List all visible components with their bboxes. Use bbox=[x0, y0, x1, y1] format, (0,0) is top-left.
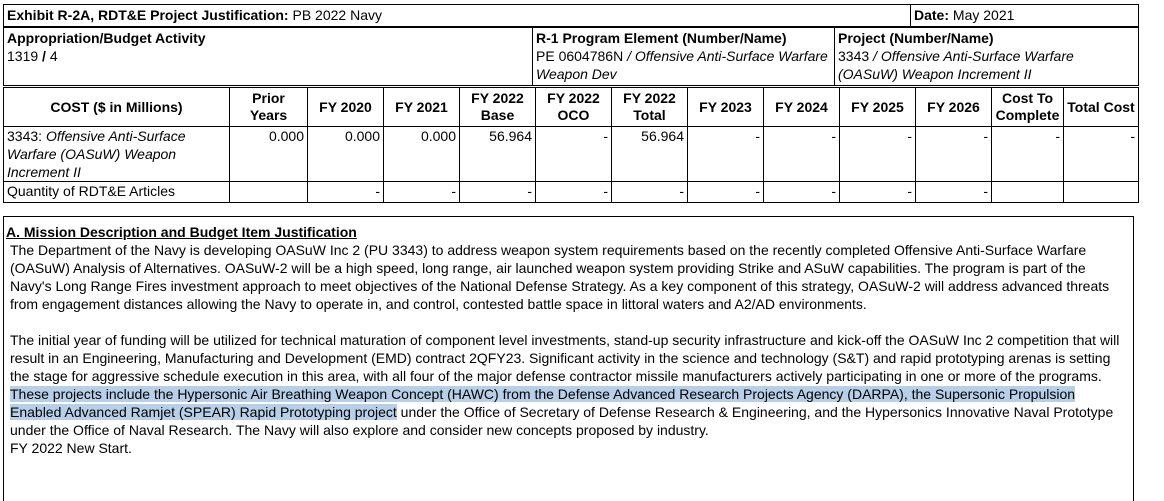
project-row-label: 3343: Offensive Anti-Surface Warfare (OA… bbox=[3, 126, 230, 182]
qty-fy2024: - bbox=[763, 181, 840, 203]
exhibit-header-row: Exhibit R-2A, RDT&E Project Justificatio… bbox=[3, 4, 1139, 27]
col-header-cost-to-complete: Cost To Complete bbox=[991, 87, 1064, 127]
col-header-fy2022-oco: FY 2022 OCO bbox=[535, 87, 612, 127]
mission-paragraph-1: The Department of the Navy is developing… bbox=[10, 242, 1110, 312]
project-sep: / bbox=[869, 48, 881, 64]
qty-fy2023: - bbox=[687, 181, 764, 203]
qty-total-cost bbox=[1063, 181, 1139, 203]
col-header-fy2025: FY 2025 bbox=[839, 87, 916, 127]
cell-fy2020: 0.000 bbox=[307, 126, 384, 182]
paragraph-2-text: The initial year of funding will be util… bbox=[10, 332, 1120, 384]
program-element-sep: / bbox=[623, 48, 635, 64]
cell-prior-years: 0.000 bbox=[229, 126, 308, 182]
col-header-prior-years: Prior Years bbox=[229, 87, 308, 127]
cost-table-header: COST ($ in Millions) Prior Years FY 2020… bbox=[3, 87, 1139, 127]
paragraph-2-text-after: under the Office of Secretary of Defense… bbox=[10, 404, 1114, 438]
cell-total-cost: - bbox=[1063, 126, 1139, 182]
appropriation-label: Appropriation/Budget Activity bbox=[7, 30, 206, 46]
col-header-fy2026: FY 2026 bbox=[915, 87, 992, 127]
qty-fy2021: - bbox=[383, 181, 460, 203]
table-row: 3343: Offensive Anti-Surface Warfare (OA… bbox=[3, 126, 1139, 182]
exhibit-title-cell: Exhibit R-2A, RDT&E Project Justificatio… bbox=[3, 4, 911, 27]
col-header-fy2024: FY 2024 bbox=[763, 87, 840, 127]
col-header-cost: COST ($ in Millions) bbox=[3, 87, 230, 127]
cell-fy2022-total: 56.964 bbox=[611, 126, 688, 182]
col-header-fy2022-base: FY 2022 Base bbox=[459, 87, 536, 127]
project-label: Project (Number/Name) bbox=[838, 30, 994, 46]
col-header-fy2020: FY 2020 bbox=[307, 87, 384, 127]
project-row-name: Offensive Anti-Surface Warfare (OASuW) W… bbox=[7, 128, 186, 180]
mission-section: A. Mission Description and Budget Item J… bbox=[3, 216, 1134, 501]
program-info-row: Appropriation/Budget Activity 1319 / 4 R… bbox=[3, 27, 1139, 86]
qty-fy2022-total: - bbox=[611, 181, 688, 203]
col-header-fy2022-total: FY 2022 Total bbox=[611, 87, 688, 127]
exhibit-title-value: PB 2022 Navy bbox=[292, 7, 382, 23]
quantity-row-label: Quantity of RDT&E Articles bbox=[3, 181, 230, 203]
appropriation-cell: Appropriation/Budget Activity 1319 / 4 bbox=[3, 27, 533, 86]
cell-fy2024: - bbox=[763, 126, 840, 182]
qty-cost-to-complete bbox=[991, 181, 1064, 203]
qty-fy2022-oco: - bbox=[535, 181, 612, 203]
date-label: Date: bbox=[914, 7, 950, 23]
mission-heading: A. Mission Description and Budget Item J… bbox=[6, 224, 357, 240]
program-element-cell: R-1 Program Element (Number/Name) PE 060… bbox=[532, 27, 835, 86]
cost-table: COST ($ in Millions) Prior Years FY 2020… bbox=[3, 87, 1139, 203]
col-header-fy2021: FY 2021 bbox=[383, 87, 460, 127]
date-value: May 2021 bbox=[952, 7, 1015, 23]
cell-fy2022-oco: - bbox=[535, 126, 612, 182]
qty-fy2020: - bbox=[307, 181, 384, 203]
cell-fy2022-base: 56.964 bbox=[459, 126, 536, 182]
exhibit-title-bold-rest: , RDT&E Project Justification: bbox=[90, 7, 289, 23]
cell-fy2023: - bbox=[687, 126, 764, 182]
mission-closing: FY 2022 New Start. bbox=[10, 440, 132, 456]
cell-cost-to-complete: - bbox=[991, 126, 1064, 182]
col-header-total-cost: Total Cost bbox=[1063, 87, 1139, 127]
project-number: 3343 bbox=[838, 48, 870, 64]
col-header-fy2023: FY 2023 bbox=[687, 87, 764, 127]
appropriation-sep: / bbox=[38, 48, 50, 64]
appropriation-value-a: 1319 bbox=[7, 48, 39, 64]
project-cell: Project (Number/Name) 3343 / Offensive A… bbox=[834, 27, 1139, 86]
qty-fy2022-base: - bbox=[459, 181, 536, 203]
qty-fy2026: - bbox=[915, 181, 992, 203]
project-row-number: 3343: bbox=[7, 128, 43, 144]
exhibit-title-bold: Exhibit R-2A bbox=[7, 7, 91, 23]
qty-prior-years bbox=[229, 181, 308, 203]
mission-paragraph-2: The initial year of funding will be util… bbox=[10, 331, 1130, 439]
project-name: Offensive Anti-Surface Warfare (OASuW) W… bbox=[838, 48, 1074, 82]
program-element-number: PE 0604786N bbox=[536, 48, 624, 64]
program-element-name: Offensive Anti-Surface Warfare Weapon De… bbox=[536, 48, 828, 82]
appropriation-value-b: 4 bbox=[49, 48, 58, 64]
cell-fy2021: 0.000 bbox=[383, 126, 460, 182]
cell-fy2025: - bbox=[839, 126, 916, 182]
cell-fy2026: - bbox=[915, 126, 992, 182]
table-row: Quantity of RDT&E Articles - - - - - - -… bbox=[3, 181, 1139, 203]
qty-fy2025: - bbox=[839, 181, 916, 203]
program-element-label: R-1 Program Element (Number/Name) bbox=[536, 30, 787, 46]
exhibit-date-cell: Date: May 2021 bbox=[910, 4, 1139, 27]
